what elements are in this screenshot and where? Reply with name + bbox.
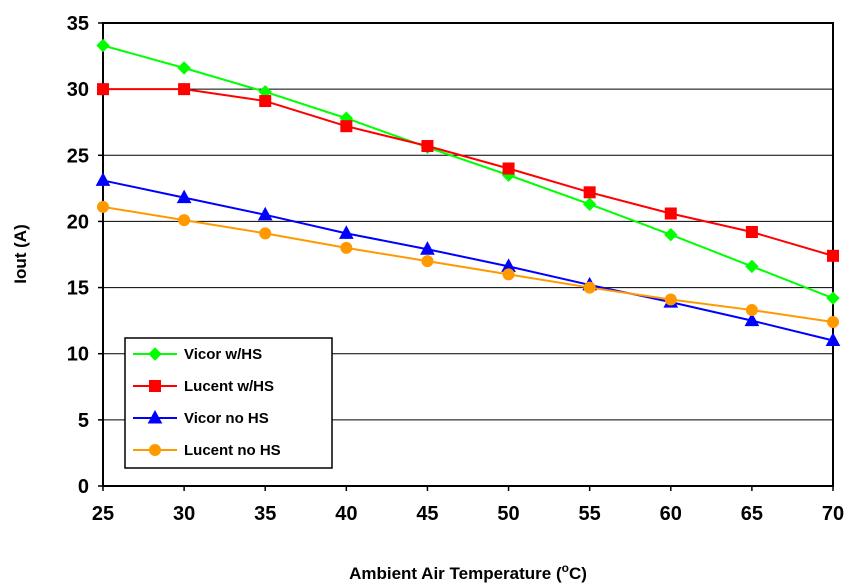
data-point [827,315,839,328]
legend-swatch-marker [149,380,161,392]
data-point [177,61,191,75]
data-point [502,268,515,281]
series-line [102,205,834,323]
data-point [338,225,354,239]
y-axis-title: Iout (A) [11,224,30,283]
data-point [97,83,109,96]
data-point [178,214,191,227]
data-point [825,332,841,346]
series-3 [97,200,839,328]
data-point [745,226,758,239]
y-tick-label: 20 [67,211,89,233]
series-2 [95,172,841,346]
data-point [259,95,272,108]
y-axis-ticks: 0 5 10 15 20 25 30 35 [67,13,103,498]
y-tick-label: 25 [67,145,89,167]
legend-swatch-marker [149,444,161,456]
legend-label: Lucent w/HS [184,378,274,395]
y-tick-label: 10 [67,344,89,366]
legend-label: Vicor no HS [184,410,269,427]
data-point [95,172,111,186]
legend-item: Lucent w/HS [133,378,274,395]
data-point [664,207,677,220]
data-point [664,227,678,242]
legend-swatch-marker [147,409,163,424]
legend-item: Vicor no HS [133,409,269,427]
legend-swatch-marker [148,347,162,361]
x-axis-title-suffix: C) [569,564,587,583]
x-tick-label: 30 [173,503,195,525]
data-point [96,38,110,53]
y-tick-label: 0 [78,476,89,498]
x-tick-label: 45 [416,503,438,525]
data-point [420,241,435,255]
y-tick-label: 35 [67,13,89,35]
data-point [176,189,192,204]
x-tick-label: 25 [92,503,114,525]
legend-label: Vicor w/HS [184,346,262,363]
data-point [421,140,434,153]
x-tick-label: 60 [660,503,682,525]
x-tick-label: 55 [579,503,601,525]
y-tick-label: 30 [67,79,89,101]
data-point [745,259,759,274]
x-tick-label: 50 [497,503,519,525]
series-1 [97,83,839,262]
series-line [103,88,834,257]
series-line [102,44,834,300]
data-point [257,206,273,221]
x-tick-label: 40 [335,503,357,525]
legend-item: Vicor w/HS [133,346,262,363]
data-point [340,120,353,133]
legend-item: Lucent no HS [133,442,281,459]
data-point [664,293,677,306]
data-point [582,197,597,211]
x-tick-label: 35 [254,503,276,525]
data-point [340,241,353,254]
series-0 [96,38,840,305]
x-tick-label: 70 [822,503,844,525]
y-tick-label: 5 [78,410,89,432]
data-point [178,83,191,96]
data-point [583,186,596,199]
data-point [421,255,434,268]
data-point [583,281,596,294]
data-point [259,227,272,240]
data-point [744,312,760,327]
data-point [827,249,839,262]
data-point [826,291,840,305]
data-point [97,200,109,213]
x-axis-title-sup: o [562,561,569,575]
data-point [502,162,515,175]
x-axis-title-main: Ambient Air Temperature ( [349,564,562,583]
legend: Vicor w/HS Lucent w/HS Vicor no HS Lucent n… [124,337,333,469]
x-axis-title: Ambient Air Temperature (oC) [349,561,587,583]
data-point [745,304,758,317]
x-axis-ticks: 25 30 35 40 45 50 55 60 65 70 [92,486,844,525]
y-tick-label: 15 [67,278,89,300]
series-layer [95,38,841,346]
series-line [102,179,834,342]
x-tick-label: 65 [741,503,763,525]
legend-label: Lucent no HS [184,442,281,459]
